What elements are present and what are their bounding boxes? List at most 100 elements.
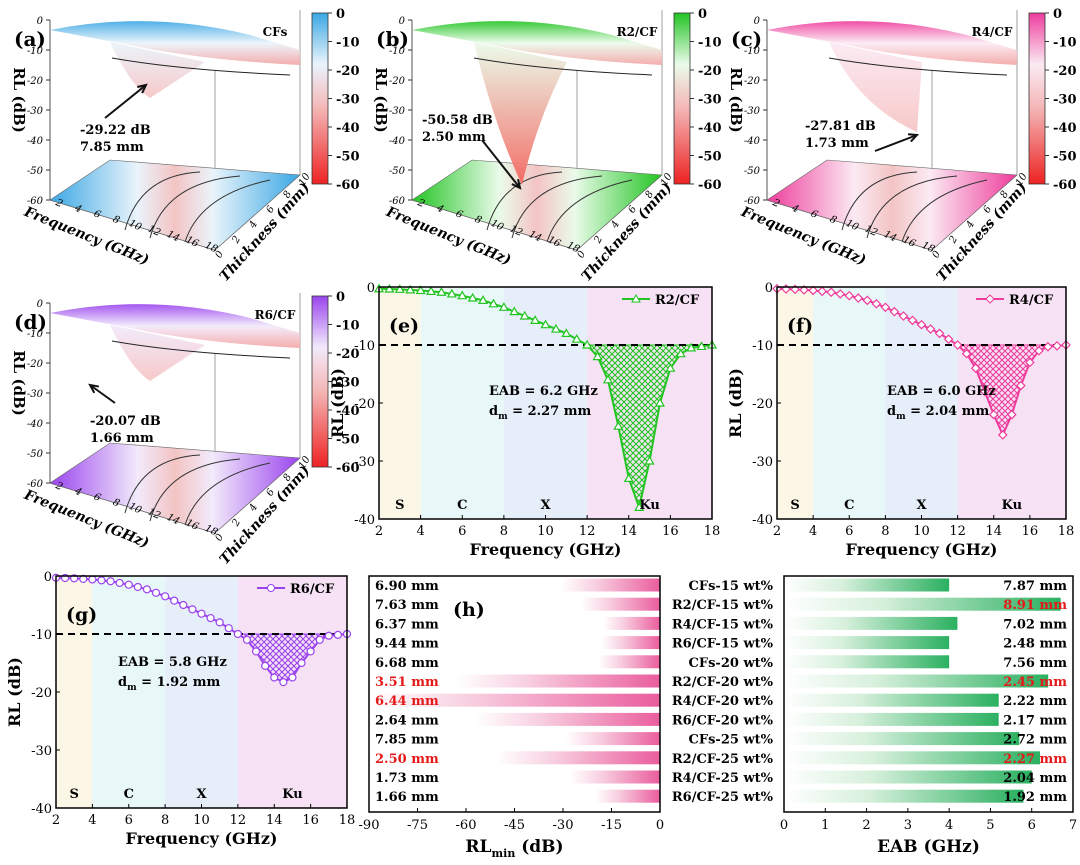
data-point — [242, 635, 252, 644]
y-tick-label: -30 — [752, 455, 773, 470]
thickness-label: 7.63 mm — [375, 598, 439, 613]
freq-tick-label: 10 — [489, 218, 506, 234]
plot-frame — [783, 575, 1074, 813]
data-point — [509, 306, 520, 316]
data-point — [592, 351, 603, 361]
z-tick-label: -40 — [389, 136, 406, 147]
thickness-label: 2.45 mm — [1003, 675, 1067, 690]
colorbar-tick-label: -40 — [1053, 121, 1077, 136]
data-point — [808, 285, 818, 296]
freq-tick-label: 4 — [789, 202, 800, 215]
x-tick-label: 7 — [1069, 818, 1077, 833]
x-tick-label: 3 — [904, 818, 912, 833]
thickness-tick-label: 4 — [964, 219, 977, 231]
y-tick-label: 0 — [367, 281, 375, 296]
data-point — [934, 328, 945, 339]
eab-bar — [784, 789, 1024, 803]
callout-thickness: 2.50 mm — [422, 130, 486, 145]
legend-marker — [267, 584, 275, 592]
callout-arrow-line — [481, 139, 521, 189]
freq-tick-label: 14 — [527, 229, 543, 244]
thickness-tick-label: 4 — [247, 502, 260, 514]
sample-category-labels: CFs-15 wt% R2/CF-15 wt% R4/CF-15 wt% R6/CF-… — [672, 579, 774, 805]
x-tick-label: 4 — [416, 524, 424, 539]
panel-letter: (e) — [389, 315, 419, 337]
freq-tick-label: 18 — [565, 240, 581, 255]
freq-tick-label: 6 — [809, 208, 820, 221]
eab-bar — [784, 712, 999, 726]
thickness-label: 9.44 mm — [375, 637, 439, 652]
data-point — [97, 576, 106, 585]
surface-absorption-valley — [829, 42, 922, 132]
legend-marker — [985, 294, 995, 304]
thickness-tick-label: 2 — [230, 517, 243, 529]
band-region — [777, 287, 814, 519]
z-axis-label: RL (dB) — [10, 350, 28, 416]
panel-letter: (b) — [376, 27, 409, 51]
callout-arrow-line — [89, 384, 116, 404]
thickness-label: 2.27 mm — [1003, 752, 1067, 767]
x-tick-label: -75 — [407, 818, 428, 833]
freq-tick-label: 8 — [111, 214, 121, 227]
freq-tick-label: 4 — [72, 202, 83, 215]
callout-arrow-head — [88, 383, 100, 394]
callout-thickness: 1.66 mm — [90, 431, 154, 446]
data-point — [550, 323, 561, 333]
z-tick-label: -10 — [389, 46, 406, 57]
colorbar — [673, 12, 691, 185]
eab-bar — [784, 636, 950, 650]
contour-line — [124, 171, 201, 231]
band-label: Ku — [282, 787, 302, 802]
data-point — [675, 348, 686, 358]
freq-tick-label: 18 — [203, 240, 219, 255]
data-point — [124, 580, 133, 589]
colorbar — [311, 295, 329, 468]
thickness-label: 2.50 mm — [375, 752, 439, 767]
z-axis-label: RL (dB) — [727, 67, 745, 133]
colorbar-tick-label: 0 — [1053, 7, 1062, 22]
x-axis-label: Frequency (GHz) — [846, 540, 998, 559]
freq-tick-label: 6 — [92, 208, 103, 221]
contour-line — [901, 179, 988, 243]
y-tick-label: -10 — [752, 339, 773, 354]
floor-contour — [49, 159, 301, 251]
freq-tick-label: 10 — [127, 501, 144, 517]
x-tick-label: 18 — [339, 813, 356, 828]
band-label: S — [790, 498, 799, 513]
band-region — [420, 287, 504, 519]
data-point — [306, 647, 315, 656]
band-label: X — [540, 498, 551, 513]
z-tick-label: -40 — [744, 136, 761, 147]
bar-panels: 6.90 mm 7.63 mm 6.37 mm 9.44 mm 6.68 mm 3.51 … — [359, 575, 1077, 860]
freq-tick-label: 8 — [111, 497, 121, 510]
data-point — [644, 455, 655, 465]
data-point — [916, 319, 927, 330]
band-region — [237, 576, 347, 808]
freq-tick-label: 6 — [454, 208, 465, 221]
freq-tick-label: 18 — [920, 240, 936, 255]
dm-annotation: dm = 2.27 mm — [489, 404, 592, 422]
data-point — [488, 298, 499, 308]
eab-annotation: EAB = 6.2 GHz — [489, 384, 598, 399]
y-tick-label: -40 — [752, 513, 773, 528]
data-point — [251, 647, 261, 656]
data-point — [871, 298, 882, 309]
data-point — [115, 578, 124, 588]
rlmin-bar — [570, 770, 660, 784]
z-tick-label: -20 — [744, 76, 761, 87]
freq-tick-label: 2 — [53, 197, 64, 210]
x-tick-label: 12 — [949, 524, 966, 539]
data-point — [88, 575, 97, 584]
data-point — [925, 324, 936, 334]
z-axis-label: RL (dB) — [372, 67, 390, 133]
surface-contour-line — [473, 57, 653, 76]
surface-plateau — [767, 21, 1017, 65]
z-tick-label: -50 — [27, 166, 44, 177]
x-tick-label: 8 — [500, 524, 508, 539]
x-axis-label: RLmin (dB) — [465, 837, 563, 860]
freq-tick-label: 2 — [53, 480, 64, 493]
colorbar-tick-label: -60 — [698, 178, 722, 193]
